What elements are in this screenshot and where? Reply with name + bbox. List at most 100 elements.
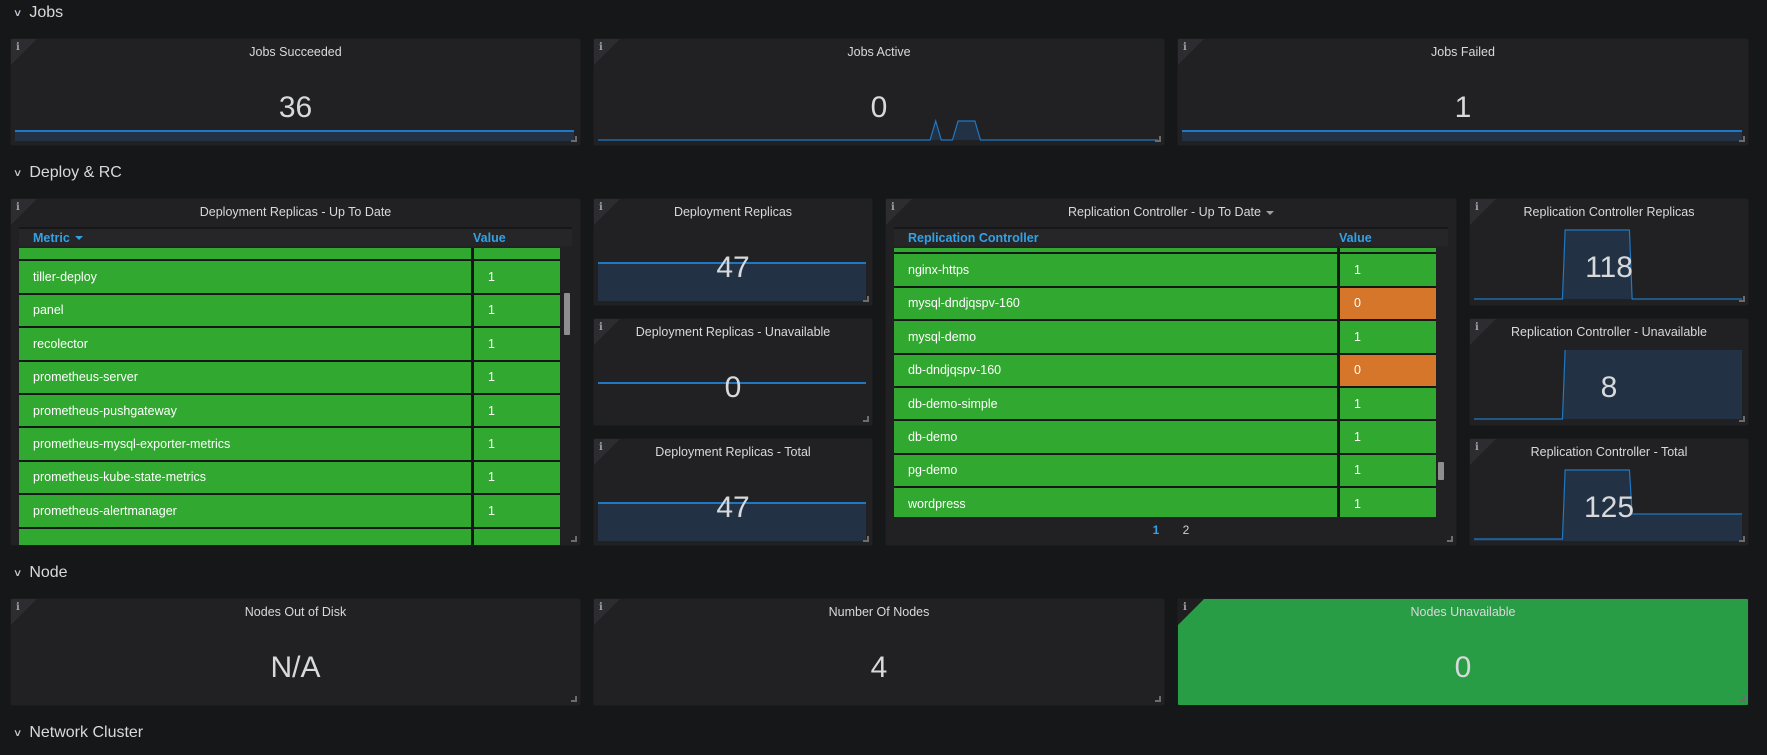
resize-handle[interactable] [1447, 536, 1453, 542]
row-value-cell: 0 [1337, 354, 1436, 386]
table-row[interactable]: prometheus-mysql-exporter-metrics 1 [19, 426, 560, 460]
panel-title[interactable]: Deployment Replicas [673, 205, 793, 219]
table-row[interactable]: nginx-https 1 [894, 252, 1436, 286]
row-value-cell: 1 [1337, 321, 1436, 353]
panel-title[interactable]: Replication Controller - Up To Date [886, 205, 1456, 219]
page-1-button[interactable]: 1 [1152, 523, 1160, 537]
panel-corner [1470, 319, 1496, 345]
panel-corner [594, 199, 620, 225]
row-network-cluster[interactable]: ∨ Network Cluster [13, 720, 143, 746]
scrollbar[interactable] [564, 293, 570, 335]
row-name-cell: wordpress [894, 488, 1337, 517]
panel-title[interactable]: Deployment Replicas - Unavailable [635, 325, 831, 339]
table-body[interactable]: tiller-deploy 1 panel 1 recolector 1 prometheu… [19, 248, 560, 545]
panel-corner [594, 319, 620, 345]
panel-title[interactable]: Replication Controller - Unavailable [1511, 325, 1707, 339]
panel-deployment-uptodate: i Deployment Replicas - Up To Date Metri… [10, 198, 581, 546]
sparkline [15, 129, 574, 141]
panel-title[interactable]: Nodes Out of Disk [244, 605, 347, 619]
resize-handle[interactable] [571, 136, 577, 142]
panel-corner [1470, 199, 1496, 225]
sparkline [1474, 349, 1742, 421]
row-value-cell: 1 [471, 261, 560, 293]
panel-menu-caret-icon[interactable] [1265, 210, 1274, 215]
table-row[interactable]: db-dndjqspv-160 0 [894, 352, 1436, 386]
row-name-cell: prometheus-pushgateway [19, 394, 471, 427]
column-header-metric[interactable]: Metric [19, 231, 473, 245]
table-row[interactable]: tiller-deploy 1 [19, 259, 560, 293]
chevron-down-icon: ∨ [12, 7, 23, 19]
table-row[interactable]: prometheus-server 1 [19, 359, 560, 393]
table-row[interactable]: mysql-dndjqspv-160 0 [894, 285, 1436, 320]
column-header-value[interactable]: Value [1339, 230, 1372, 245]
info-icon[interactable]: i [599, 202, 603, 213]
resize-handle[interactable] [863, 296, 869, 302]
info-icon[interactable]: i [599, 602, 603, 613]
info-icon[interactable]: i [1475, 322, 1479, 333]
table-row[interactable]: pg-demo 1 [894, 452, 1436, 487]
row-name-cell: db-dndjqspv-160 [894, 354, 1337, 386]
info-icon[interactable]: i [16, 202, 20, 213]
sparkline [598, 501, 866, 541]
row-name-cell: prometheus-alertmanager [19, 495, 471, 527]
info-icon[interactable]: i [599, 42, 603, 53]
resize-handle[interactable] [571, 536, 577, 542]
panel-jobs-active: i Jobs Active 0 [593, 38, 1165, 146]
table-row[interactable]: db-demo-simple 1 [894, 385, 1436, 420]
info-icon[interactable]: i [16, 602, 20, 613]
resize-handle[interactable] [1155, 696, 1161, 702]
info-icon[interactable]: i [1475, 202, 1479, 213]
panel-title[interactable]: Replication Controller Replicas [1523, 205, 1695, 219]
column-header-rc[interactable]: Replication Controller [908, 230, 1039, 245]
sort-desc-icon [74, 236, 83, 241]
panel-title[interactable]: Deployment Replicas - Up To Date [199, 205, 392, 219]
info-icon[interactable]: i [599, 322, 603, 333]
panel-title[interactable]: Jobs Active [847, 45, 911, 59]
panel-corner [11, 39, 37, 65]
panel-title[interactable]: Nodes Unavailable [1410, 605, 1516, 619]
info-icon[interactable]: i [599, 442, 603, 453]
resize-handle[interactable] [1739, 136, 1745, 142]
panel-title[interactable]: Replication Controller - Total [1530, 445, 1688, 459]
panel-title[interactable]: Deployment Replicas - Total [655, 445, 811, 459]
row-deploy-rc[interactable]: ∨ Deploy & RC [12, 160, 122, 186]
info-icon[interactable]: i [1183, 42, 1187, 53]
resize-handle[interactable] [1739, 696, 1745, 702]
page-2-button[interactable]: 2 [1182, 523, 1190, 537]
row-value-cell: 1 [1337, 254, 1436, 286]
table-row[interactable]: panel 1 [19, 292, 560, 327]
info-icon[interactable]: i [1183, 602, 1187, 613]
scrollbar[interactable] [1438, 462, 1444, 480]
table-body[interactable]: nginx-https 1 mysql-dndjqspv-160 0 mysql-dem… [894, 248, 1436, 517]
resize-handle[interactable] [1739, 416, 1745, 422]
panel-corner [594, 439, 620, 465]
info-icon[interactable]: i [891, 202, 895, 213]
table-row[interactable]: mysql-demo 1 [894, 319, 1436, 353]
row-node[interactable]: ∨ Node [13, 560, 68, 586]
table-row[interactable]: wordpress 1 [894, 486, 1436, 517]
info-icon[interactable]: i [16, 42, 20, 53]
panel-title[interactable]: Number Of Nodes [828, 605, 930, 619]
table-row[interactable]: recolector 1 [19, 326, 560, 360]
resize-handle[interactable] [571, 696, 577, 702]
table-row[interactable]: prometheus-pushgateway 1 [19, 392, 560, 427]
row-jobs[interactable]: ∨ Jobs [12, 0, 63, 26]
table-row[interactable]: prometheus-alertmanager 1 [19, 493, 560, 527]
panel-nodes-out-of-disk: i Nodes Out of Disk N/A [10, 598, 581, 706]
info-icon[interactable]: i [1475, 442, 1479, 453]
panel-title[interactable]: Jobs Succeeded [249, 45, 342, 59]
resize-handle[interactable] [1739, 536, 1745, 542]
rc-table: Replication Controller Value nginx-https… [894, 227, 1448, 517]
chevron-down-icon: ∨ [12, 167, 23, 179]
panel-title[interactable]: Jobs Failed [1431, 45, 1495, 59]
table-cell [1337, 248, 1436, 253]
resize-handle[interactable] [863, 536, 869, 542]
panel-rc-total: i Replication Controller - Total 125 [1469, 438, 1749, 546]
table-row[interactable]: prometheus-kube-state-metrics 1 [19, 459, 560, 494]
resize-handle[interactable] [1739, 296, 1745, 302]
sparkline [1474, 469, 1742, 541]
resize-handle[interactable] [1155, 136, 1161, 142]
table-row[interactable]: db-demo 1 [894, 419, 1436, 453]
column-header-value[interactable]: Value [473, 230, 506, 245]
resize-handle[interactable] [863, 416, 869, 422]
